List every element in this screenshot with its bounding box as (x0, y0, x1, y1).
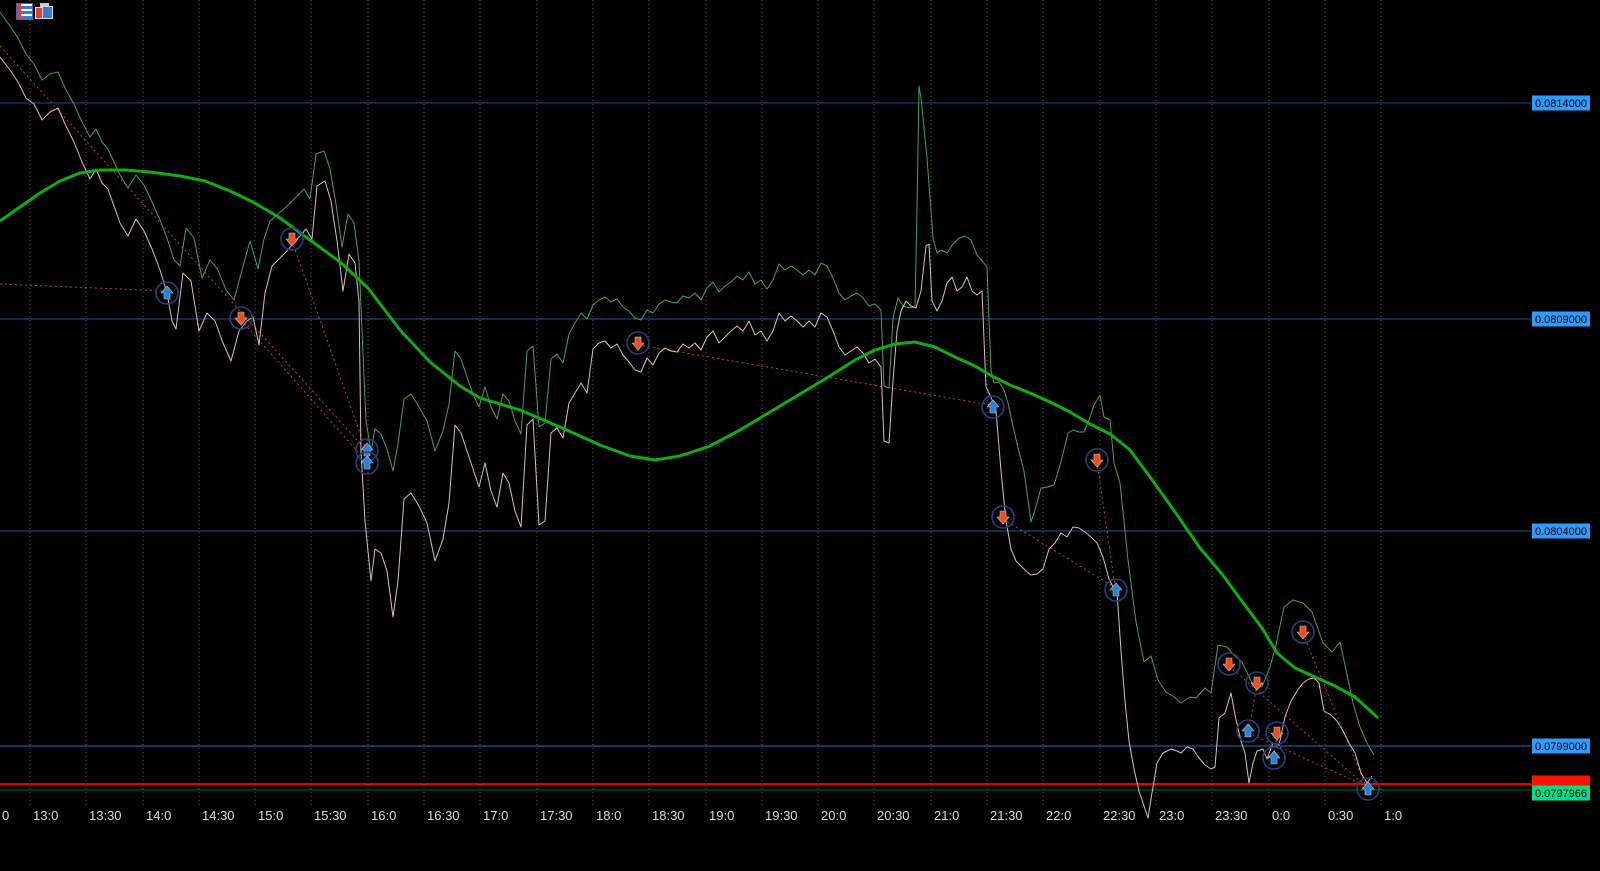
sell-arrow-marker[interactable] (1090, 453, 1104, 468)
trade-marker-ring (1265, 721, 1289, 745)
buy-arrow-marker[interactable] (1241, 723, 1255, 738)
sell-arrow-marker[interactable] (1270, 726, 1284, 741)
price-level-label-box[interactable] (1532, 95, 1590, 111)
time-axis-label: 1:0 (1384, 808, 1402, 823)
bid-price-label-box (1532, 785, 1590, 801)
trade-marker-ring (991, 505, 1015, 529)
time-axis-label: 16:0 (371, 808, 396, 823)
trade-connector-line (1096, 461, 1116, 587)
trade-marker-ring (280, 227, 304, 251)
sell-arrow-marker[interactable] (1222, 657, 1236, 672)
time-axis-label: 0:30 (1328, 808, 1353, 823)
time-axis-label: 23:0 (1159, 808, 1184, 823)
data-window-icon[interactable] (16, 3, 33, 20)
price-level-label-text: 0.0804000 (1535, 526, 1587, 538)
trade-marker-ring (1217, 652, 1241, 676)
sell-arrow-marker[interactable] (234, 311, 248, 326)
tile-charts-icon[interactable] (35, 3, 53, 19)
trade-marker-ring (1085, 448, 1109, 472)
price-level-label-box[interactable] (1532, 311, 1590, 327)
tile-charts-icon-blue-pane (42, 6, 53, 19)
time-axis-label: 19:30 (765, 808, 798, 823)
buy-arrow-marker[interactable] (1109, 582, 1123, 597)
time-axis-label: 22:0 (1046, 808, 1071, 823)
trade-marker-ring (1356, 777, 1380, 801)
sell-arrow-marker[interactable] (285, 232, 299, 247)
trade-marker-ring (1245, 671, 1269, 695)
trade-connector-line (240, 319, 367, 462)
time-axis-label: 14:0 (146, 808, 171, 823)
price-level-label-text: 0.0814000 (1535, 98, 1587, 110)
trade-marker-ring (229, 306, 253, 330)
time-axis-label: 21:30 (990, 808, 1023, 823)
time-axis-label: 18:0 (596, 808, 621, 823)
price-level-label-text: 0.0799000 (1535, 741, 1587, 753)
time-axis-label: 13:30 (89, 808, 122, 823)
trade-marker-ring (1236, 719, 1260, 743)
buy-arrow-marker[interactable] (986, 399, 1000, 414)
bid-price-label-text: 0.0797966 (1535, 788, 1587, 800)
sell-arrow-marker[interactable] (1250, 676, 1264, 691)
time-axis-label: 15:30 (314, 808, 347, 823)
buy-arrow-marker[interactable] (160, 285, 174, 300)
buy-arrow-marker[interactable] (1267, 750, 1281, 765)
chart-toolbar (0, 0, 60, 22)
bid-line-series (0, 56, 1373, 819)
time-axis-label: 13:0 (33, 808, 58, 823)
price-level-label-box[interactable] (1532, 738, 1590, 754)
trade-marker-ring (1291, 620, 1315, 644)
sell-arrow-marker[interactable] (996, 510, 1010, 525)
time-axis-label: 20:0 (821, 808, 846, 823)
time-axis-label: 17:0 (483, 808, 508, 823)
buy-arrow-marker[interactable] (1361, 781, 1375, 796)
time-axis-label: 23:30 (1215, 808, 1248, 823)
trade-marker-ring (1262, 746, 1286, 770)
ask-line-series (0, 11, 1375, 756)
sell-arrow-marker[interactable] (1296, 625, 1310, 640)
price-level-label-text: 0.0809000 (1535, 314, 1587, 326)
trade-connector-line (0, 283, 167, 292)
time-axis-label: 15:0 (258, 808, 283, 823)
time-axis-label: 0:0 (1272, 808, 1290, 823)
trade-marker-ring (981, 395, 1005, 419)
tile-charts-icon-bar (40, 3, 49, 7)
time-axis-label: 16:30 (427, 808, 460, 823)
moving-average-series (0, 168, 1380, 720)
time-axis-label: 21:0 (934, 808, 959, 823)
trade-connector-line (0, 45, 367, 451)
time-axis-label: 0 (2, 808, 9, 823)
trade-connector-line (291, 240, 367, 451)
time-axis-label: 19:0 (709, 808, 734, 823)
time-axis-label: 17:30 (540, 808, 573, 823)
sell-arrow-marker[interactable] (631, 336, 645, 351)
buy-arrow-marker[interactable] (360, 442, 374, 457)
time-axis-label: 20:30 (877, 808, 910, 823)
trade-marker-ring (626, 331, 650, 355)
trade-connector-line (1002, 518, 1115, 588)
trade-marker-ring (155, 281, 179, 305)
trade-connector-line (1302, 633, 1367, 787)
time-axis-label: 14:30 (202, 808, 235, 823)
trade-marker-ring (1104, 578, 1128, 602)
trade-connector-line (1247, 732, 1367, 787)
buy-arrow-marker[interactable] (360, 455, 374, 470)
trade-marker-ring (355, 451, 379, 475)
trade-connector-line (1228, 665, 1367, 787)
price-level-label-box[interactable] (1532, 523, 1590, 539)
time-axis-label: 22:30 (1103, 808, 1136, 823)
trade-connector-line (637, 344, 992, 406)
time-axis-label: 18:30 (652, 808, 685, 823)
